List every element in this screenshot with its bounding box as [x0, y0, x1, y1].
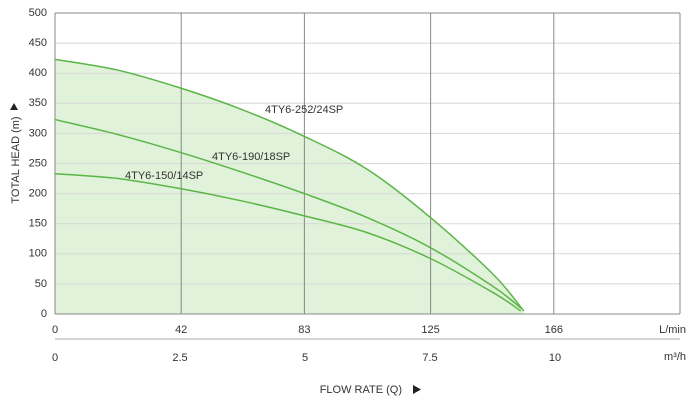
line — [54, 172, 522, 312]
y-axis-label: TOTAL HEAD (m) — [10, 116, 22, 203]
grid — [54, 12, 681, 315]
y-arrow — [10, 103, 18, 110]
series-label: 4TY6-150/14SP — [125, 170, 203, 182]
lines — [54, 58, 525, 312]
x2-tick-label: 0 — [52, 352, 58, 364]
y-tick-label: 150 — [29, 218, 47, 230]
x-arrow — [413, 385, 421, 394]
y-tick-label: 500 — [29, 7, 47, 19]
y-tick-label: 300 — [29, 127, 47, 139]
x-unit: L/min — [659, 324, 686, 336]
x-tick-label: 0 — [52, 324, 58, 336]
x2-unit: m³/h — [664, 351, 686, 363]
x-tick-label: 125 — [421, 324, 439, 336]
x2-tick-label: 10 — [549, 352, 561, 364]
line — [54, 118, 523, 310]
x-tick-label: 42 — [175, 324, 187, 336]
line — [54, 58, 525, 312]
y-tick-label: 250 — [29, 157, 47, 169]
x-tick-label: 166 — [545, 324, 563, 336]
y-tick-label: 0 — [41, 308, 47, 320]
x2-tick-label: 2.5 — [172, 352, 187, 364]
y-tick-label: 400 — [29, 67, 47, 79]
y-tick-label: 450 — [29, 37, 47, 49]
x2-tick-label: 5 — [302, 352, 308, 364]
x-axis-label: FLOW RATE (Q) — [320, 384, 402, 396]
area — [55, 59, 524, 314]
areas — [55, 59, 524, 314]
y-tick-label: 350 — [29, 97, 47, 109]
series-label: 4TY6-252/24SP — [265, 104, 343, 116]
x-tick-label: 83 — [298, 324, 310, 336]
series-label: 4TY6-190/18SP — [212, 151, 290, 163]
y-tick-label: 100 — [29, 248, 47, 260]
y-tick-label: 50 — [35, 278, 47, 290]
y-tick-label: 200 — [29, 188, 47, 200]
x2-tick-label: 7.5 — [422, 352, 437, 364]
